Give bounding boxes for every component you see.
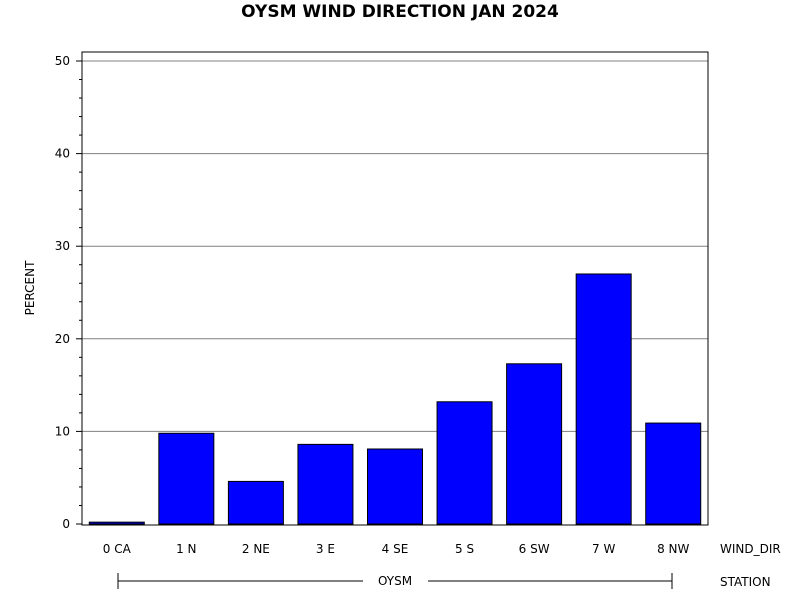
bar-series [88, 273, 702, 525]
bar-2-ne [227, 480, 284, 525]
x-tick-label: 2 NE [242, 542, 270, 556]
bar-7-w [575, 273, 632, 525]
x-axis-label: WIND_DIR [720, 542, 781, 556]
x-tick-label: 1 N [176, 542, 196, 556]
station-axis-label: STATION [720, 575, 771, 589]
x-tick-label: 0 CA [103, 542, 132, 556]
station-group-bracket: OYSM [117, 573, 673, 589]
bar-1-n [158, 432, 215, 525]
y-tick-label: 30 [55, 239, 70, 253]
bar-5-s [436, 401, 493, 525]
x-axis: 0 CA 1 N 2 NE 3 E 4 SE 5 S 6 SW 7 W 8 NW [103, 542, 690, 556]
y-tick-label: 20 [55, 332, 70, 346]
y-tick-label: 40 [55, 147, 70, 161]
x-tick-label: 8 NW [657, 542, 689, 556]
y-tick-label: 50 [55, 54, 70, 68]
station-group-name: OYSM [378, 574, 412, 588]
bar-8-nw [645, 422, 702, 525]
y-tick-label: 0 [62, 517, 70, 531]
x-tick-label: 4 SE [382, 542, 409, 556]
y-tick-label: 10 [55, 424, 70, 438]
plot-frame [81, 51, 709, 526]
y-axis: 0 10 20 30 40 50 [55, 54, 82, 531]
bar-0-ca [88, 521, 145, 525]
x-tick-label: 6 SW [519, 542, 550, 556]
bar-3-e [297, 443, 354, 525]
x-tick-label: 3 E [316, 542, 335, 556]
bar-4-se [367, 448, 423, 525]
x-tick-label: 5 S [455, 542, 474, 556]
bar-6-sw [506, 363, 563, 525]
y-axis-label: PERCENT [23, 260, 37, 315]
chart-title: OYSM WIND DIRECTION JAN 2024 [241, 2, 559, 22]
x-tick-label: 7 W [592, 542, 615, 556]
